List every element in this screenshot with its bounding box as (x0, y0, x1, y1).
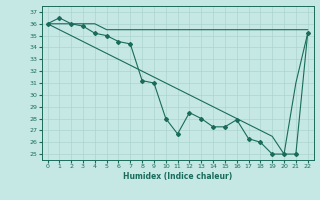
X-axis label: Humidex (Indice chaleur): Humidex (Indice chaleur) (123, 172, 232, 181)
